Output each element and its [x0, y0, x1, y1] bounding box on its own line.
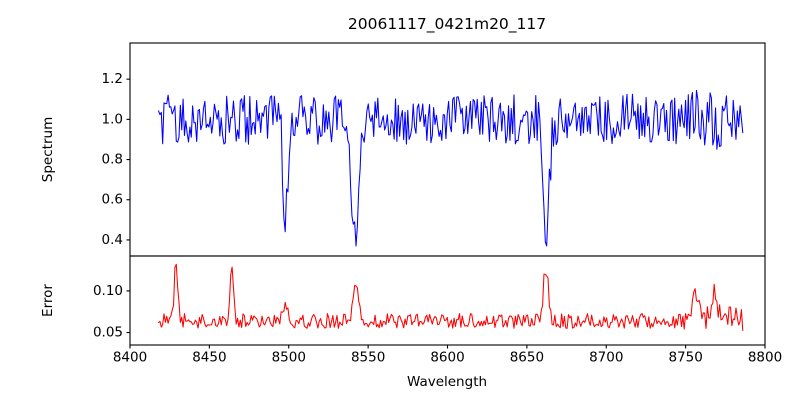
svg-text:8550: 8550 — [351, 350, 385, 366]
svg-text:8750: 8750 — [668, 350, 702, 366]
svg-text:8650: 8650 — [510, 350, 544, 366]
svg-text:8450: 8450 — [192, 350, 226, 366]
error-panel: 0.05 0.10 8400 8450 8500 8550 8600 8650 8700 875… — [40, 255, 782, 390]
error-x-ticks: 8400 8450 8500 8550 8600 8650 8700 8750 8800 — [113, 345, 782, 366]
spectrum-panel: 0.4 0.6 0.8 1.0 1.2 Spectrum — [40, 42, 766, 257]
svg-text:0.6: 0.6 — [102, 192, 123, 208]
x-axis-label: Wavelength — [407, 374, 487, 390]
svg-text:0.4: 0.4 — [102, 232, 123, 248]
svg-text:1.2: 1.2 — [102, 71, 123, 87]
svg-text:8400: 8400 — [113, 350, 147, 366]
svg-text:8700: 8700 — [589, 350, 623, 366]
svg-text:8800: 8800 — [748, 350, 782, 366]
error-data-line — [158, 263, 744, 331]
svg-text:0.05: 0.05 — [93, 325, 123, 341]
svg-text:8600: 8600 — [430, 350, 464, 366]
error-y-axis-label: Error — [40, 284, 56, 317]
error-y-ticks: 0.05 0.10 — [93, 283, 130, 341]
svg-text:1.0: 1.0 — [102, 111, 123, 127]
spectrum-y-ticks: 0.4 0.6 0.8 1.0 1.2 — [102, 71, 130, 248]
svg-text:0.10: 0.10 — [93, 283, 123, 299]
page-title: 20061117_0421m20_117 — [348, 15, 546, 34]
svg-text:8500: 8500 — [272, 350, 306, 366]
svg-text:0.8: 0.8 — [102, 152, 123, 168]
spectrum-y-axis-label: Spectrum — [40, 117, 56, 182]
spectrum-data-line — [158, 89, 744, 247]
